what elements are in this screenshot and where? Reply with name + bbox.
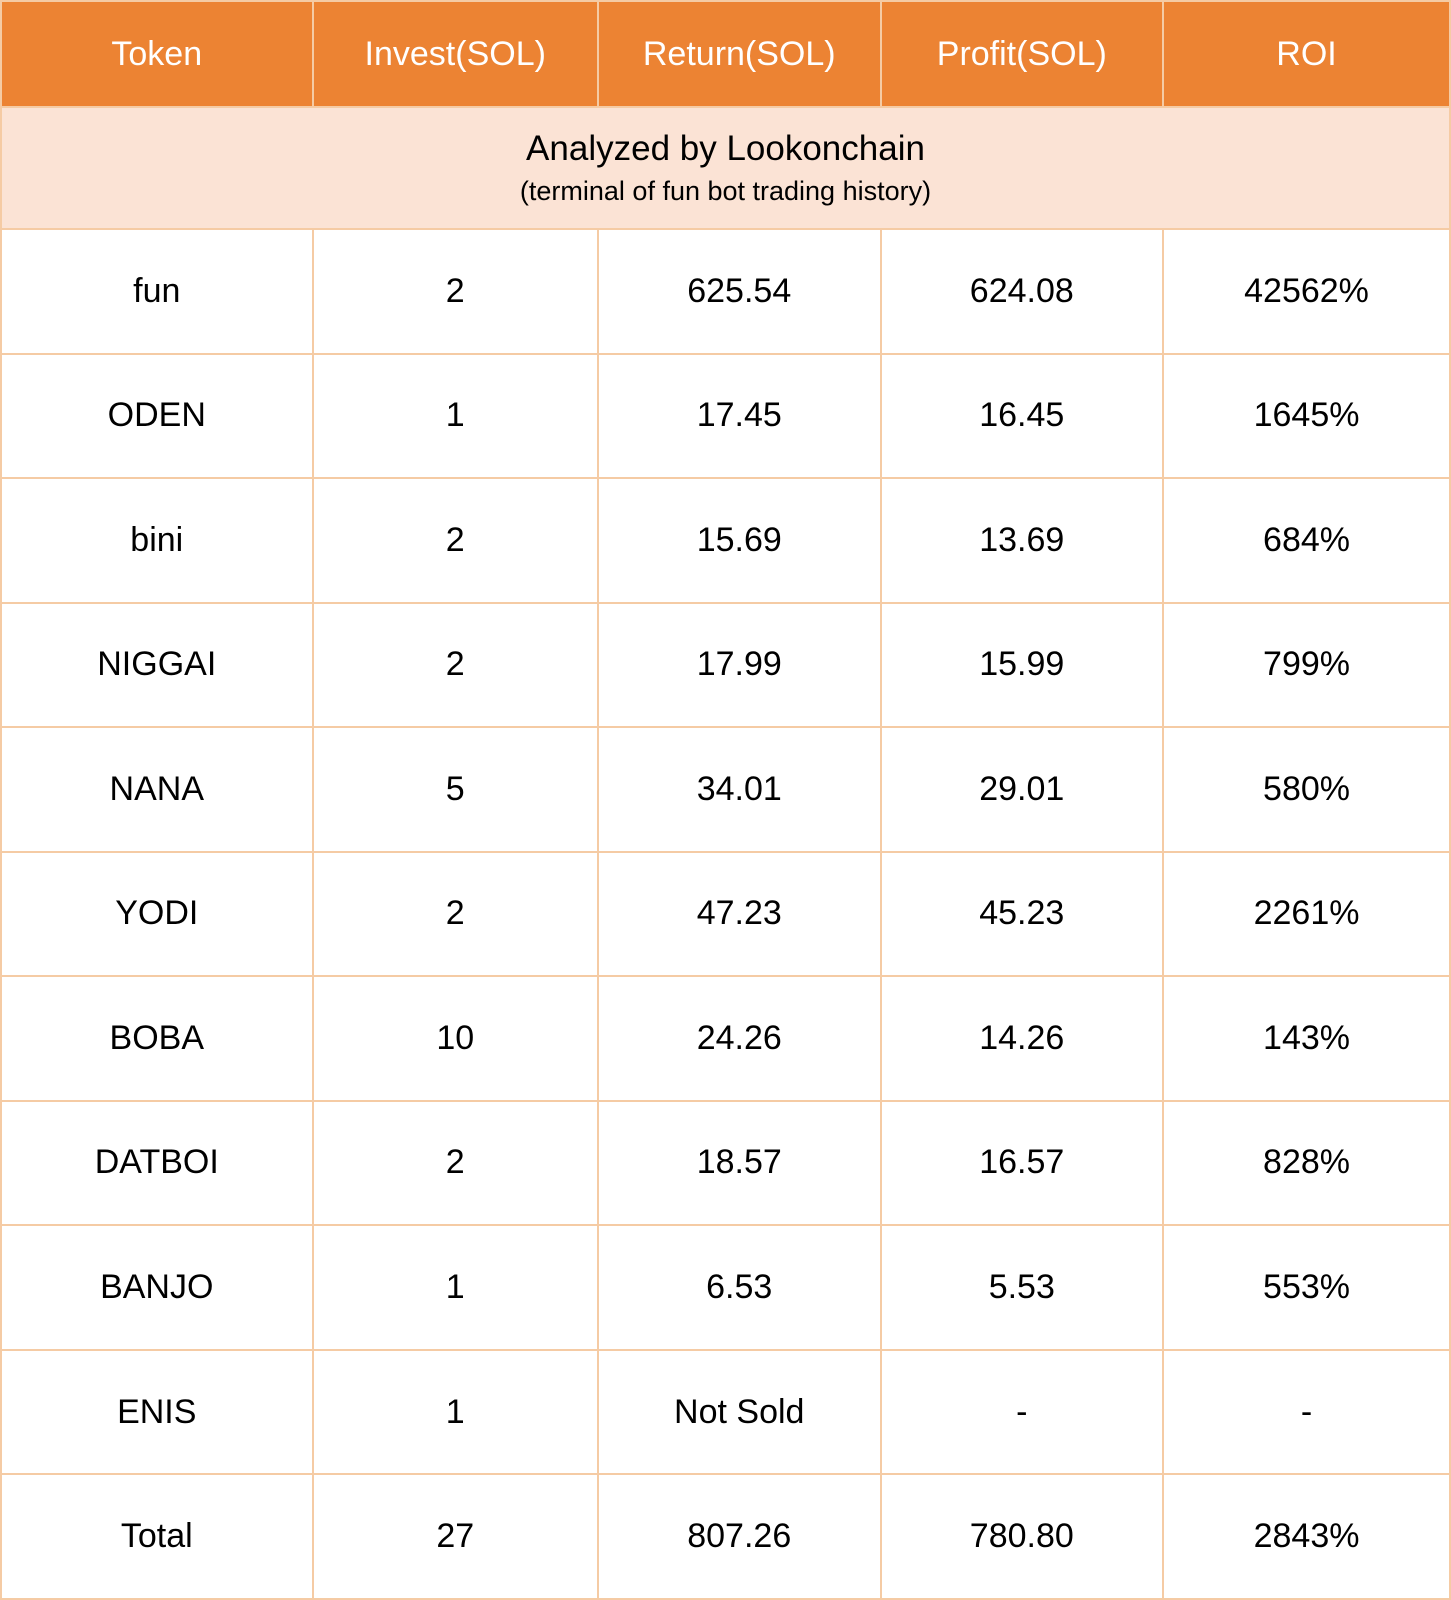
invest-cell: 2 xyxy=(311,1099,599,1227)
token-cell: Total xyxy=(0,1473,314,1600)
table-row: BOBA 10 24.26 14.26 143% xyxy=(0,975,1451,1102)
invest-cell: 1 xyxy=(311,1348,599,1476)
col-header-invest: Invest(SOL) xyxy=(311,0,599,108)
table-body: fun 2 625.54 624.08 42562% ODEN 1 17.45 16.45 164… xyxy=(0,228,1451,1600)
roi-cell: 828% xyxy=(1162,1099,1451,1227)
table-row: NIGGAI 2 17.99 15.99 799% xyxy=(0,601,1451,729)
invest-cell: 2 xyxy=(311,228,599,355)
roi-cell: 799% xyxy=(1162,601,1451,729)
return-cell: 17.45 xyxy=(596,352,882,480)
table-row: DATBOI 2 18.57 16.57 828% xyxy=(0,1099,1451,1227)
profit-cell: 5.53 xyxy=(879,1224,1165,1351)
table-row: fun 2 625.54 624.08 42562% xyxy=(0,228,1451,355)
subheader-row: Analyzed by Lookonchain (terminal of fun… xyxy=(0,106,1451,230)
token-cell: BANJO xyxy=(0,1224,314,1351)
return-cell: 47.23 xyxy=(596,850,882,978)
profit-cell: 14.26 xyxy=(879,975,1165,1102)
token-cell: DATBOI xyxy=(0,1099,314,1227)
return-cell: 6.53 xyxy=(596,1224,882,1351)
invest-cell: 2 xyxy=(311,601,599,729)
return-cell: 34.01 xyxy=(596,726,882,853)
profit-cell: 624.08 xyxy=(879,228,1165,355)
token-cell: NIGGAI xyxy=(0,601,314,729)
col-header-roi: ROI xyxy=(1162,0,1451,108)
table-row: NANA 5 34.01 29.01 580% xyxy=(0,726,1451,853)
profit-cell: 780.80 xyxy=(879,1473,1165,1600)
analysis-source-title: Analyzed by Lookonchain xyxy=(526,128,925,168)
table-row: ENIS 1 Not Sold - - xyxy=(0,1348,1451,1476)
col-header-token: Token xyxy=(0,0,314,108)
invest-cell: 1 xyxy=(311,352,599,480)
roi-cell: 143% xyxy=(1162,975,1451,1102)
return-cell: 17.99 xyxy=(596,601,882,729)
invest-cell: 1 xyxy=(311,1224,599,1351)
subheader-cell: Analyzed by Lookonchain (terminal of fun… xyxy=(0,106,1451,230)
return-cell: 18.57 xyxy=(596,1099,882,1227)
token-cell: BOBA xyxy=(0,975,314,1102)
invest-cell: 27 xyxy=(311,1473,599,1600)
roi-cell: 42562% xyxy=(1162,228,1451,355)
profit-cell: 15.99 xyxy=(879,601,1165,729)
invest-cell: 10 xyxy=(311,975,599,1102)
total-row: Total 27 807.26 780.80 2843% xyxy=(0,1473,1451,1600)
header-row: Token Invest(SOL) Return(SOL) Profit(SOL… xyxy=(0,0,1451,108)
return-cell: Not Sold xyxy=(596,1348,882,1476)
roi-cell: 2843% xyxy=(1162,1473,1451,1600)
invest-cell: 2 xyxy=(311,850,599,978)
return-cell: 807.26 xyxy=(596,1473,882,1600)
table-row: bini 2 15.69 13.69 684% xyxy=(0,477,1451,604)
roi-cell: - xyxy=(1162,1348,1451,1476)
invest-cell: 2 xyxy=(311,477,599,604)
table-row: YODI 2 47.23 45.23 2261% xyxy=(0,850,1451,978)
roi-cell: 684% xyxy=(1162,477,1451,604)
profit-cell: - xyxy=(879,1348,1165,1476)
roi-cell: 1645% xyxy=(1162,352,1451,480)
token-cell: NANA xyxy=(0,726,314,853)
roi-cell: 2261% xyxy=(1162,850,1451,978)
roi-cell: 580% xyxy=(1162,726,1451,853)
profit-cell: 29.01 xyxy=(879,726,1165,853)
invest-cell: 5 xyxy=(311,726,599,853)
roi-cell: 553% xyxy=(1162,1224,1451,1351)
token-cell: ODEN xyxy=(0,352,314,480)
token-cell: ENIS xyxy=(0,1348,314,1476)
table-row: ODEN 1 17.45 16.45 1645% xyxy=(0,352,1451,480)
analysis-source-subtitle: (terminal of fun bot trading history) xyxy=(519,176,932,207)
return-cell: 625.54 xyxy=(596,228,882,355)
token-cell: fun xyxy=(0,228,314,355)
profit-cell: 13.69 xyxy=(879,477,1165,604)
profit-cell: 16.45 xyxy=(879,352,1165,480)
profit-cell: 45.23 xyxy=(879,850,1165,978)
col-header-profit: Profit(SOL) xyxy=(879,0,1165,108)
token-cell: bini xyxy=(0,477,314,604)
token-cell: YODI xyxy=(0,850,314,978)
return-cell: 15.69 xyxy=(596,477,882,604)
profit-cell: 16.57 xyxy=(879,1099,1165,1227)
return-cell: 24.26 xyxy=(596,975,882,1102)
table-row: BANJO 1 6.53 5.53 553% xyxy=(0,1224,1451,1351)
col-header-return: Return(SOL) xyxy=(596,0,882,108)
